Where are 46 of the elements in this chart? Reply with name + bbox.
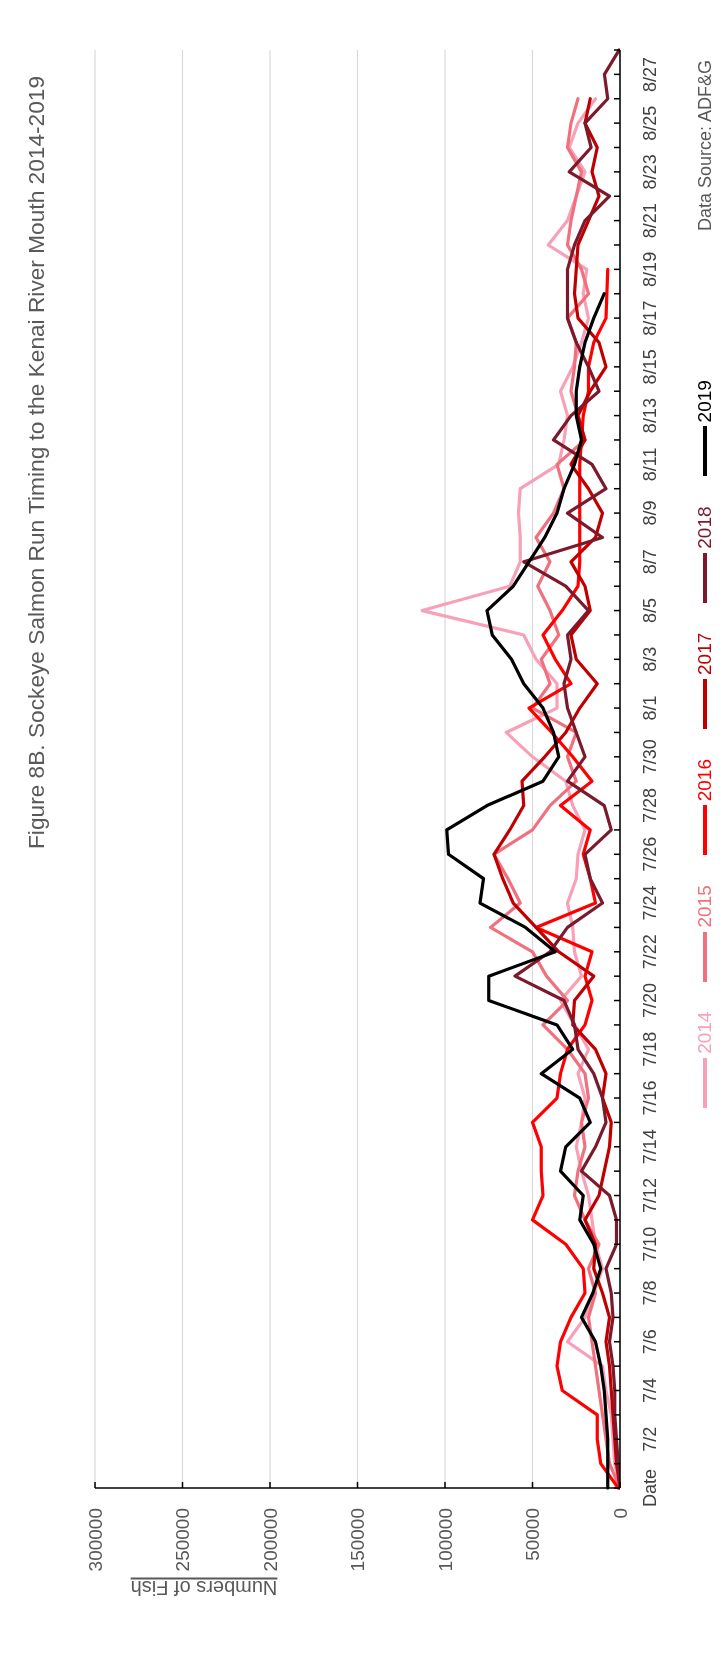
y-tick-label: 8/5 xyxy=(640,598,660,624)
y-tick-label: 7/22 xyxy=(640,934,660,970)
x-tick-label: 100000 xyxy=(434,1508,456,1572)
y-tick-label: 7/8 xyxy=(640,1280,660,1306)
y-tick-label: 8/11 xyxy=(640,447,660,482)
y-tick-label: 7/18 xyxy=(640,1031,660,1067)
x-tick-label: 300000 xyxy=(84,1508,106,1572)
text: 2018 xyxy=(694,506,716,549)
y-tick-label: 7/28 xyxy=(640,788,660,824)
y-tick-label: 8/7 xyxy=(640,549,660,575)
y-tick-label: 7/4 xyxy=(640,1377,660,1404)
y-tick-label: 7/14 xyxy=(640,1129,660,1165)
y-tick-label: 7/24 xyxy=(640,885,660,921)
source-note: Data Source: ADF&G xyxy=(694,60,716,232)
y-tick-label: 8/27 xyxy=(640,56,660,92)
y-tick-label: 8/9 xyxy=(640,500,660,526)
y-tick-label: 7/30 xyxy=(640,739,660,775)
y-tick-label: 8/21 xyxy=(640,203,660,239)
y-tick-label: 7/12 xyxy=(640,1178,660,1214)
y-tick-label: 8/13 xyxy=(640,398,660,434)
y-tick-label: 8/23 xyxy=(640,154,660,190)
text: 2016 xyxy=(694,759,716,802)
y-tick-label: 7/20 xyxy=(640,983,660,1019)
x-tick-label: 200000 xyxy=(259,1508,281,1572)
y-tick-label: 8/15 xyxy=(640,349,660,385)
y-tick-label: 7/10 xyxy=(640,1226,660,1262)
y-tick-label: 7/26 xyxy=(640,836,660,872)
y-tick-label: 8/19 xyxy=(640,251,660,287)
x-tick-label: 150000 xyxy=(347,1508,369,1572)
text: 2015 xyxy=(694,885,716,928)
y-tick-label: 7/6 xyxy=(640,1329,660,1355)
text: 2014 xyxy=(694,1011,716,1054)
x-tick-label: 250000 xyxy=(172,1508,194,1572)
x-tick-label: 50000 xyxy=(522,1508,544,1561)
y-tick-label: 8/25 xyxy=(640,105,660,141)
y-tick-label: 8/3 xyxy=(640,646,660,672)
text: Figure 8B. Sockeye Salmon Run Timing to the Kenai River Mouth 2014-2019 xyxy=(23,75,49,849)
y-tick-label: 8/1 xyxy=(640,695,660,721)
x-tick-label: 0 xyxy=(609,1508,631,1519)
y-tick-label: Date xyxy=(640,1468,660,1508)
y-tick-label: 7/2 xyxy=(640,1426,660,1452)
y-tick-label: 8/17 xyxy=(640,300,660,336)
x-axis-title: Numbers of Fish xyxy=(130,1575,278,1599)
text: 2019 xyxy=(694,380,716,423)
y-tick-label: 7/16 xyxy=(640,1080,660,1116)
text: 2017 xyxy=(694,632,716,675)
